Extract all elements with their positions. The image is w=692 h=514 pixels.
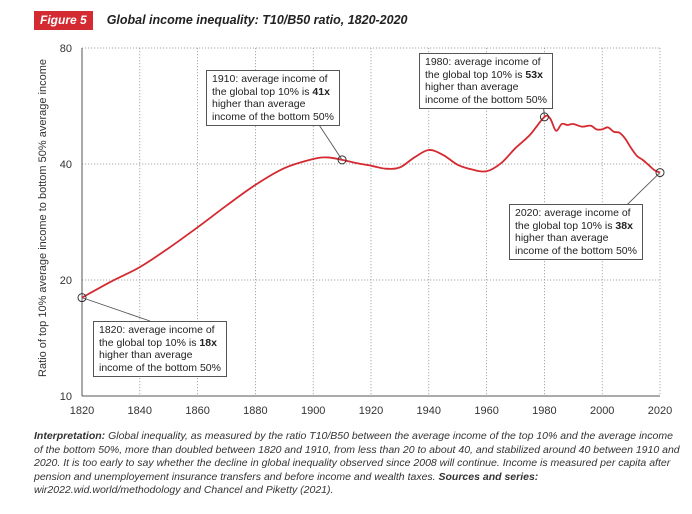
figure-title: Global income inequality: T10/B50 ratio,… <box>106 13 408 27</box>
callout-1910: 1910: average income of the global top 1… <box>206 70 340 126</box>
figure-header: Figure 5 Global income inequality: T10/B… <box>34 10 408 30</box>
callout-line: 1980: average income of <box>425 56 541 68</box>
x-tick-label: 1960 <box>474 405 498 417</box>
callout-value: 18x <box>199 336 217 349</box>
axis-layer <box>81 48 660 397</box>
sources-label: Sources and series: <box>438 470 539 483</box>
callout-1820: 1820: average income of the global top 1… <box>93 321 227 377</box>
x-tick-label: 1880 <box>243 405 267 417</box>
callout-line: income of the bottom 50% <box>515 244 637 257</box>
annotation-marker <box>77 293 87 303</box>
callout-line: income of the bottom 50% <box>212 110 334 123</box>
y-tick-labels: 10 20 40 80 <box>60 43 72 403</box>
series-line <box>81 114 661 299</box>
y-tick-label: 40 <box>60 159 72 171</box>
callout-line: 2020: average income of <box>515 207 631 219</box>
callout-line: higher than average <box>212 98 306 110</box>
callout-line: 1910: average income of <box>212 73 328 85</box>
interpretation-text: Global inequality, as measured by the ra… <box>34 430 680 483</box>
x-tick-label: 1860 <box>185 405 209 417</box>
callout-value: 38x <box>615 219 633 232</box>
figure-badge: Figure 5 <box>34 10 93 30</box>
callout-line: the global top 10% is 38x <box>515 219 633 232</box>
callout-line: 1820: average income of <box>99 324 215 336</box>
callout-value: 53x <box>525 68 543 81</box>
x-tick-label: 1820 <box>70 405 94 417</box>
x-tick-label: 2000 <box>590 405 614 417</box>
callout-line: the global top 10% is 41x <box>212 85 330 98</box>
callout-2020: 2020: average income of the global top 1… <box>509 204 643 260</box>
annotation-marker <box>337 155 347 165</box>
callout-line: higher than average <box>515 232 609 244</box>
y-tick-label: 10 <box>60 391 72 403</box>
annotation-leaders <box>81 79 661 322</box>
y-axis-label: Ratio of top 10% average income to botto… <box>37 59 49 377</box>
x-tick-labels: 1820 1840 1860 1880 1900 1920 1940 1960 1980 2000… <box>70 405 672 417</box>
callout-value: 41x <box>312 85 330 98</box>
x-tick-label: 1980 <box>532 405 556 417</box>
interpretation-label: Interpretation: <box>34 430 106 442</box>
annotation-marker <box>539 112 549 122</box>
callout-line: income of the bottom 50% <box>425 93 547 106</box>
y-tick-label: 80 <box>60 43 72 55</box>
annotation-leader <box>81 297 151 322</box>
x-tick-label: 1920 <box>359 405 383 417</box>
callout-1980: 1980: average income of the global top 1… <box>419 53 553 109</box>
x-tick-label: 1900 <box>301 405 325 417</box>
callout-line: the global top 10% is 53x <box>425 68 543 81</box>
interpretation-note: Interpretation: Global inequality, as me… <box>34 430 682 498</box>
callout-line: higher than average <box>425 81 519 93</box>
annotation-markers <box>77 112 665 303</box>
callout-line: higher than average <box>99 349 193 361</box>
y-tick-label: 20 <box>60 275 72 287</box>
sources-text: wir2022.wid.world/methodology and Chance… <box>34 484 334 497</box>
x-tick-label: 2020 <box>648 405 672 417</box>
annotation-marker <box>655 168 665 178</box>
x-tick-label: 1840 <box>128 405 152 417</box>
x-tick-label: 1940 <box>417 405 441 417</box>
callout-line: the global top 10% is 18x <box>99 336 217 349</box>
callout-line: income of the bottom 50% <box>99 361 221 374</box>
